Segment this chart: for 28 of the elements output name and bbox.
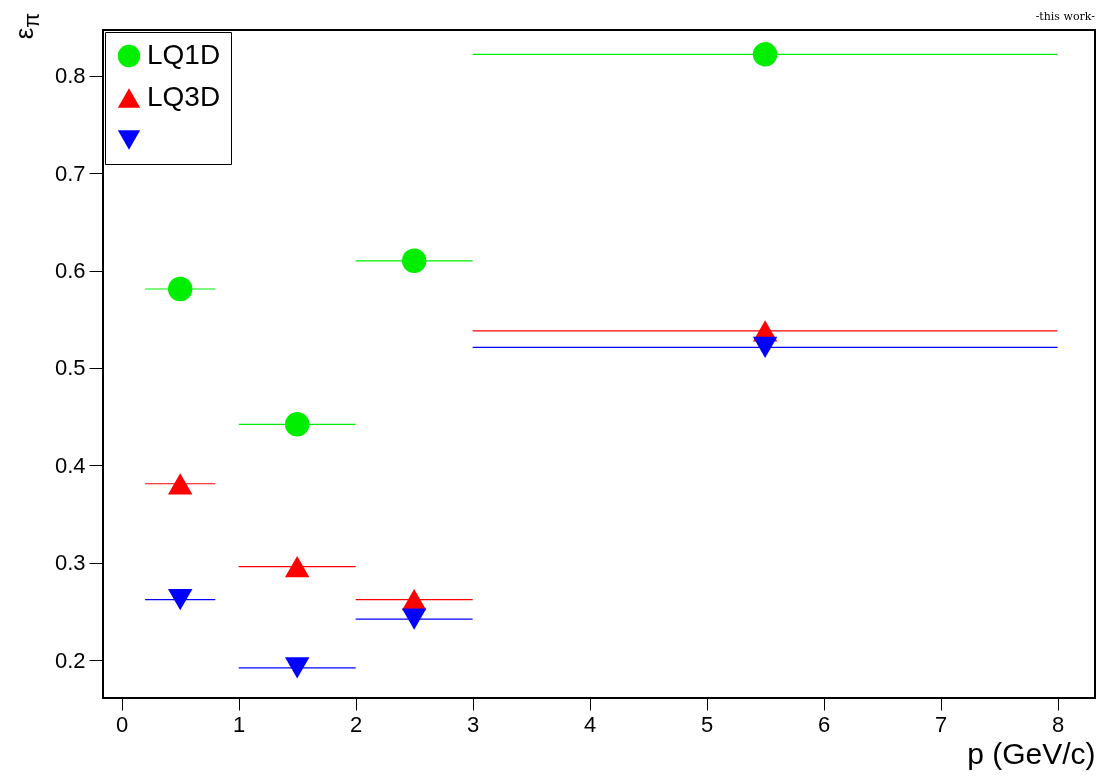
x-tick-label: 8 (1051, 711, 1065, 737)
y-tick-label: 0.7 (54, 160, 86, 186)
y-tick-label: 0.4 (54, 452, 86, 478)
x-tick-label: 6 (817, 711, 831, 737)
x-tick-label: 0 (116, 711, 129, 737)
point (284, 555, 310, 578)
legend-label: LQ1D (147, 39, 221, 70)
x-tick-label: 7 (934, 711, 948, 737)
x-axis-title: p (GeV/c) (967, 736, 1096, 770)
point (752, 336, 778, 359)
point (284, 412, 310, 437)
point (401, 248, 427, 273)
text: -this work- (1035, 10, 1096, 23)
x-tick-label: 1 (233, 711, 246, 737)
x-tick-label: 5 (701, 711, 714, 737)
y-tick-label: 0.6 (54, 258, 86, 284)
point (752, 42, 778, 67)
y-tick-label: 0.5 (54, 355, 86, 381)
point (167, 589, 193, 611)
y-tick-label: 0.3 (54, 550, 86, 576)
x-tick-label: 4 (584, 711, 597, 737)
y-tick-label: 0.8 (54, 63, 86, 89)
y-tick-label: 0.2 (54, 647, 86, 673)
point (167, 473, 193, 495)
x-tick-label: 3 (467, 711, 480, 737)
point (284, 657, 310, 679)
legend-label: LQ3D (147, 81, 221, 112)
x-tick-label: 2 (350, 711, 363, 737)
